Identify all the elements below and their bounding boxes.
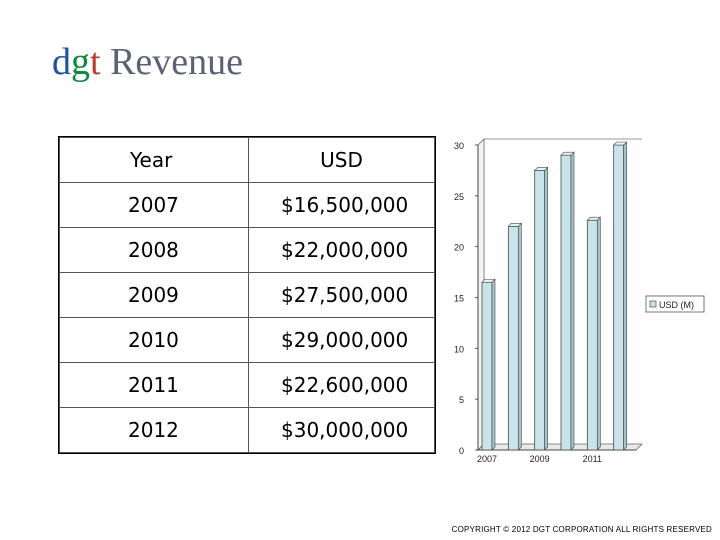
y-tick-label: 30 [454,141,464,151]
y-tick-label: 15 [454,294,464,304]
table-cell-usd: $30,000,000 [248,407,435,453]
legend-box [645,295,705,313]
bar-top-2007 [481,278,496,283]
bar-side-2009 [544,166,548,451]
table-row: 2011 $22,600,000 [59,362,435,408]
copyright-notice: COPYRIGHT © 2012 DGT CORPORATION ALL RIG… [451,525,712,534]
table-row: 2010 $29,000,000 [59,317,435,363]
title-text: Revenue [100,41,244,83]
table-cell-year: 2008 [59,227,249,273]
y-tick-label: 25 [454,192,464,202]
bar-top-2011 [586,216,602,221]
x-tick-label: 2009 [530,454,550,464]
title-brand-letter-d: d [52,41,71,83]
bar-top-2012 [612,141,628,146]
bar-side-2010 [570,151,575,451]
table-row: 2009 $27,500,000 [59,272,435,318]
table-cell-year: 2011 [59,362,249,408]
title-brand-letter-t: t [90,41,101,83]
page-title: dgt Revenue [52,40,243,84]
table-cell-usd: $29,000,000 [248,317,435,363]
bar-2007 [481,281,493,451]
table-cell-year: 2007 [59,182,249,228]
bar-side-2007 [491,278,496,451]
bar-2011 [586,219,598,451]
table-header-row: Year USD [59,137,435,183]
bar-top-2010 [560,151,575,156]
bar-2009 [534,170,546,451]
bar-top-2009 [533,167,549,171]
y-tick-label: 0 [459,446,464,456]
y-tick-label: 10 [454,344,464,354]
y-tick-label: 20 [454,243,464,253]
table-row: 2012 $30,000,000 [59,407,435,453]
table-cell-usd: $22,000,000 [248,227,435,273]
table-cell-usd: $16,500,000 [248,182,435,228]
x-tick-label: 2011 [583,454,602,464]
title-brand-letter-g: g [71,41,90,83]
bar-2012 [613,144,625,451]
table-cell-usd: $27,500,000 [248,272,435,318]
table-cell-year: 2012 [59,407,249,453]
table-row: 2008 $22,000,000 [59,227,435,273]
table-row: 2007 $16,500,000 [59,182,435,228]
bar-side-2008 [518,222,522,451]
table-cell-year: 2010 [59,317,249,363]
column-header-year: Year [59,137,249,183]
column-header-usd: USD [248,137,435,183]
legend-swatch [649,300,657,308]
x-tick-label: 2007 [477,454,497,464]
y-tick-label: 5 [459,395,464,405]
bar-2008 [507,225,519,451]
bar-top-2008 [507,223,523,227]
bar-side-2011 [597,216,601,451]
table-cell-year: 2009 [59,272,249,318]
bar-side-2012 [623,141,627,451]
revenue-table: Year USD 2007 $16,500,000 2008 $22,000,0… [58,136,436,454]
legend-label: USD (M) [659,300,694,310]
bar-2010 [560,154,572,451]
table-cell-usd: $22,600,000 [248,362,435,408]
revenue-bar-chart: 0 5 10 15 20 25 30 2007 2009 2011 USD (M) [454,138,705,464]
